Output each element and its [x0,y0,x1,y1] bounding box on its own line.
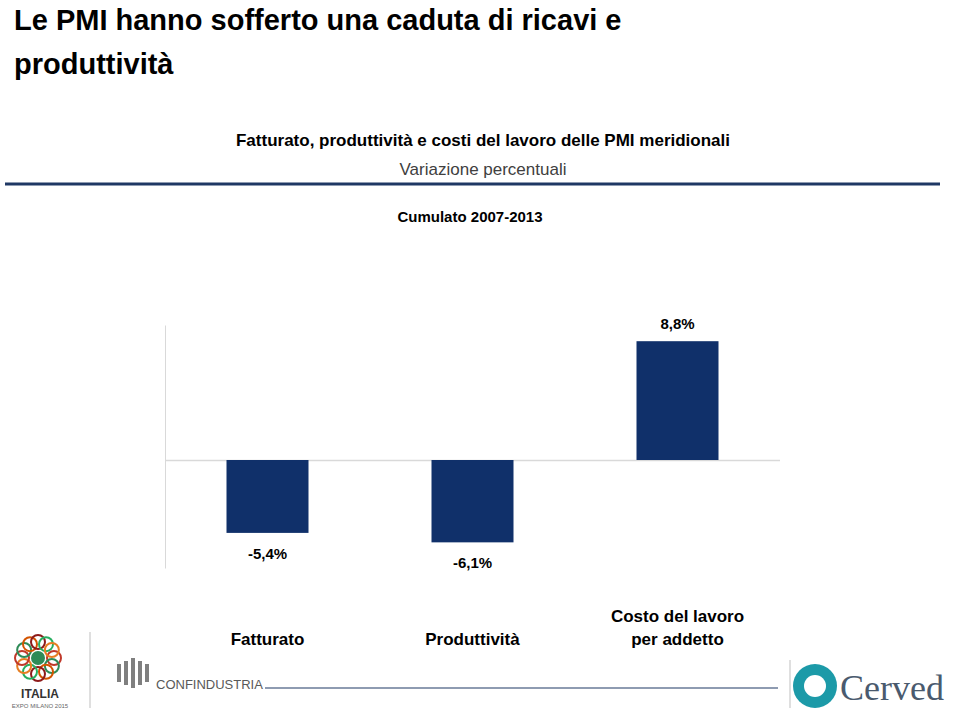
category-label-line: per addetto [631,630,724,649]
confindustria-logo-bar [117,664,121,682]
expo-logo-petal [45,643,59,657]
slide-title: Le PMI hanno sofferto una caduta di rica… [14,4,622,36]
chart-title: Fatturato, produttività e costi del lavo… [236,131,730,150]
expo-logo-petal [39,637,53,651]
footer-divider [790,660,791,708]
category-label: Produttività [425,630,520,649]
data-label: -5,4% [248,545,287,562]
bar [432,460,514,542]
bar [227,460,309,533]
category-label: Costo del lavoro per addetto [611,607,744,649]
confindustria-logo-bar [124,661,128,685]
annotation: Cumulato 2007-2013 [397,208,542,225]
confindustria-logo [117,658,149,688]
y-axis [165,326,780,569]
logo-text: Cerved [840,668,944,708]
category-label-line: Fatturato [231,630,305,649]
data-label: 8,8% [660,315,694,332]
logo-text: CONFINDUSTRIA [156,677,263,692]
confindustria-logo-bar [131,658,135,688]
bar [637,341,719,460]
cerved-logo-mark-inner [804,675,826,697]
chart-subtitle: Variazione percentuali [400,160,567,179]
expo-logo-petal [23,665,37,679]
category-label: Fatturato [231,630,305,649]
logo-text: ITALIA [21,687,59,701]
title-rule [5,183,940,186]
expo-logo-core [31,651,45,665]
slide-title: produttività [14,48,174,80]
footer-divider [90,632,91,708]
plot: -5,4% -6,1% 8,8% [165,315,780,571]
expo-logo-petal [17,643,31,657]
confindustria-logo-bar [145,664,149,682]
category-label-line: Costo del lavoro [611,607,744,626]
confindustria-logo-bar [138,661,142,685]
logo-text: EXPO MILANO 2015 [12,703,69,709]
cerved-logo-mark [793,664,837,708]
expo-logo-petal [45,659,59,673]
expo-logo [15,635,61,681]
footer-rule [265,687,778,688]
category-label-line: Produttività [425,630,520,649]
slide: Le PMI hanno sofferto una caduta di rica… [0,0,960,711]
data-label: -6,1% [453,554,492,571]
bars [227,341,719,542]
y-axis-line [165,326,166,569]
